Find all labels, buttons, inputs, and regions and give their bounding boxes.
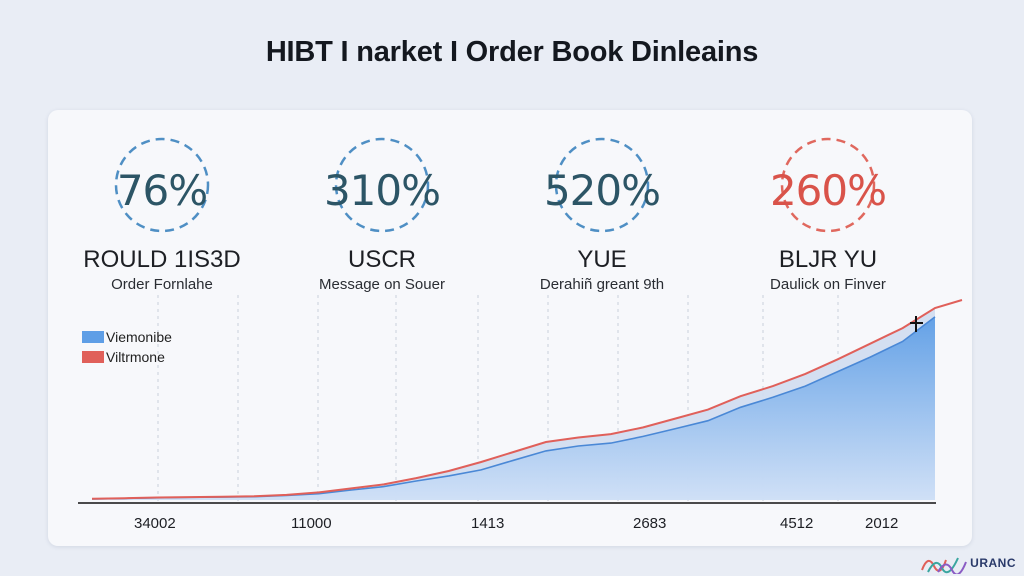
x-tick-label: 34002 <box>134 515 176 532</box>
kpi-value: 76% <box>116 166 208 215</box>
page-title: HIBT I narket I Order Book Dinleains <box>265 36 759 68</box>
kpi-ring-icon <box>334 137 430 233</box>
kpi-label: USCR <box>347 246 416 273</box>
kpi-sublabel: Order Fornlahe <box>111 276 213 293</box>
kpi-sublabel: Message on Souer <box>319 276 445 293</box>
series-line-viltrmone <box>91 299 963 500</box>
brand-logo: URANC <box>918 552 1016 574</box>
area-chart: 34002 11000 1413 2683 4512 2012 <box>78 295 963 532</box>
legend-swatch <box>82 331 104 343</box>
x-tick-label: 2683 <box>633 515 666 532</box>
x-tick-label: 2012 <box>865 515 898 532</box>
legend-item[interactable]: Viemonibe <box>82 327 172 347</box>
legend-label: Viltrmone <box>106 349 165 365</box>
kpi-sublabel: Daulick on Finver <box>770 276 886 293</box>
kpi-ring-icon <box>114 137 210 233</box>
logo-text: URANC <box>970 556 1016 570</box>
kpi-label: ROULD 1IS3D <box>83 246 241 273</box>
dashboard-card: 76% ROULD 1IS3D Order Fornlahe 310% USCR… <box>48 110 972 546</box>
legend-label: Viemonibe <box>106 329 172 345</box>
series-area-viemonibe <box>92 316 935 500</box>
kpi-value: 310% <box>323 166 441 215</box>
cursor-marker-icon <box>910 316 923 332</box>
x-tick-label: 1413 <box>471 515 504 532</box>
kpi-ring-icon <box>554 137 650 233</box>
legend-item[interactable]: Viltrmone <box>82 347 172 367</box>
x-tick-label: 11000 <box>291 515 332 532</box>
kpi-value: 520% <box>543 166 661 215</box>
kpi-label: BLJR YU <box>778 246 878 273</box>
logo-mark-icon <box>921 557 968 574</box>
kpi-label: YUE <box>577 246 627 273</box>
kpi-ring-icon <box>780 137 876 233</box>
chart-legend: Viemonibe Viltrmone <box>82 327 172 367</box>
x-tick-label: 4512 <box>780 515 813 532</box>
kpi-value: 260% <box>769 166 887 215</box>
legend-swatch <box>82 351 104 363</box>
kpi-sublabel: Derahiñ greant 9th <box>539 276 665 293</box>
